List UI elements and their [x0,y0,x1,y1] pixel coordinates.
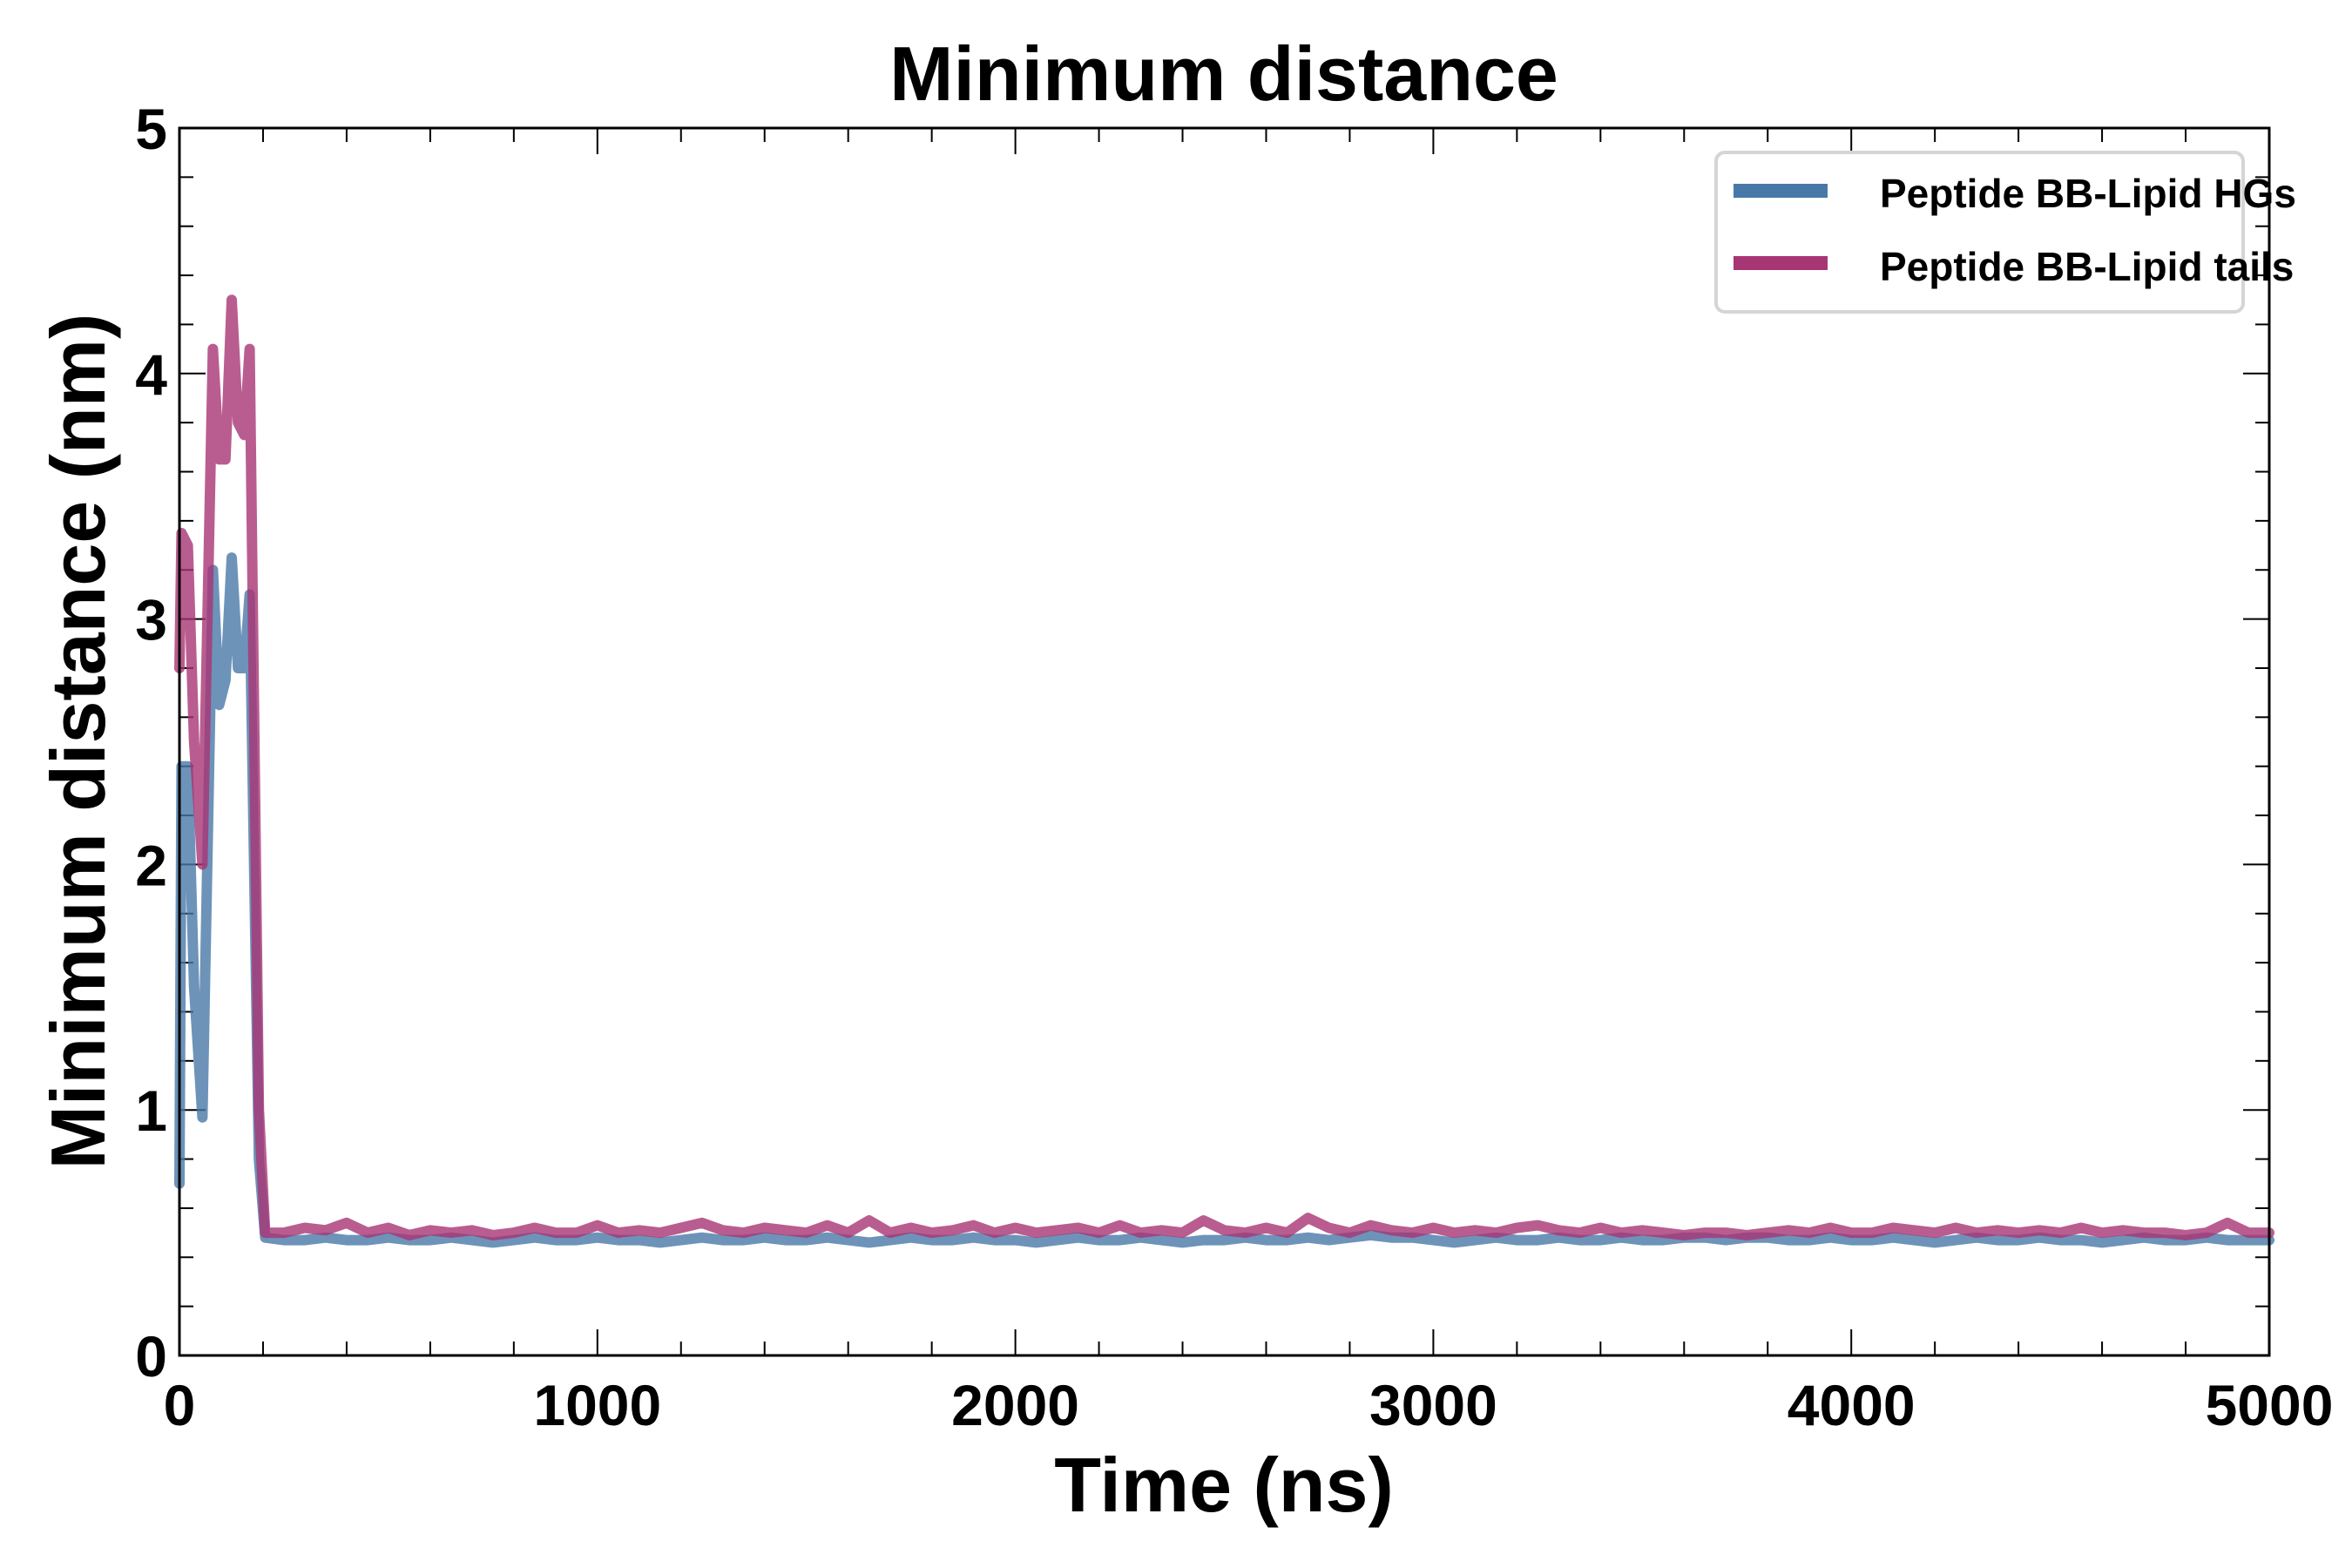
y-tick-label: 5 [135,97,167,161]
legend-box [1714,151,2245,314]
legend-swatch-tails [1734,256,1828,270]
legend: Peptide BB-Lipid HGs Peptide BB-Lipid ta… [1714,151,2296,314]
ticks: 0 1000 2000 3000 4000 5000 0 1 2 3 4 5 [135,97,2333,1437]
x-tick-label: 1000 [533,1373,661,1437]
x-axis-label: Time (ns) [1054,1442,1394,1528]
series-line-tails [174,294,2274,1240]
legend-label-hgs: Peptide BB-Lipid HGs [1880,171,2296,216]
y-tick-label: 2 [135,833,167,897]
y-tick-label: 0 [135,1324,167,1389]
x-tick-label: 3000 [1369,1373,1497,1437]
chart-title: Minimum distance [889,30,1558,117]
y-tick-label: 1 [135,1078,167,1143]
x-tick-label: 0 [164,1373,196,1437]
series-line-hgs [174,552,2274,1248]
series-lines [174,294,2274,1248]
y-tick-label: 3 [135,588,167,652]
y-tick-label: 4 [135,342,167,407]
legend-swatch-hgs [1734,184,1828,198]
plot-frame [178,126,2271,1357]
x-tick-label: 2000 [951,1373,1079,1437]
x-tick-label: 4000 [1788,1373,1916,1437]
legend-label-tails: Peptide BB-Lipid tails [1880,244,2294,289]
x-tick-label: 5000 [2206,1373,2334,1437]
y-axis-label: Minimum distance (nm) [35,314,121,1170]
